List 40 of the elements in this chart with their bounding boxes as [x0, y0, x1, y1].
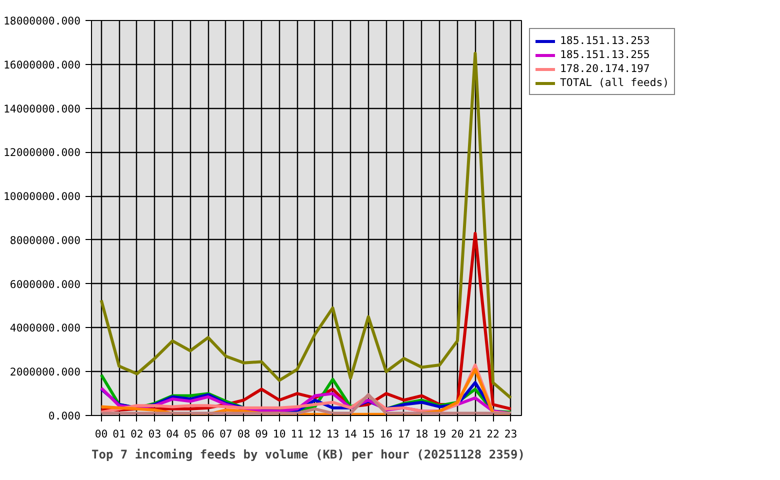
y-tick-label: 6000000.000 [10, 278, 81, 291]
x-tick-label: 00 [94, 428, 108, 440]
x-tick-label: 01 [112, 428, 126, 440]
x-tick-label: 19 [433, 428, 446, 440]
x-tick-label: 23 [504, 428, 518, 440]
y-tick-label: 2000000.000 [10, 366, 81, 379]
x-tick-label: 18 [415, 428, 428, 440]
y-tick-label: 8000000.000 [10, 234, 81, 247]
x-tick-label: 10 [272, 428, 286, 440]
x-tick-label: 22 [486, 428, 500, 440]
x-tick-label: 13 [326, 428, 340, 440]
x-tick-label: 15 [362, 428, 375, 440]
x-tick-label: 07 [220, 428, 232, 440]
line-series [100, 52, 512, 400]
x-tick-label: 17 [398, 428, 410, 440]
x-tick-label: 09 [255, 428, 268, 440]
x-tick-label: 03 [148, 428, 162, 440]
legend-label: 185.151.13.255 [560, 48, 650, 61]
x-tick-label: 08 [237, 428, 250, 440]
y-tick-label: 16000000.000 [4, 58, 81, 72]
y-tick-label: 4000000.000 [10, 322, 81, 335]
x-tick-label: 11 [290, 428, 304, 440]
x-tick-label: 21 [468, 428, 482, 440]
x-tick-label: 05 [184, 428, 197, 440]
x-tick-label: 12 [308, 428, 322, 440]
y-tick-label: 14000000.000 [4, 102, 81, 116]
x-tick-label: 16 [380, 428, 393, 440]
legend-label: TOTAL (all feeds) [560, 76, 670, 89]
x-tick-label: 06 [202, 428, 215, 440]
x-tick-label: 20 [450, 428, 464, 440]
y-tick-label: 12000000.000 [4, 146, 81, 160]
y-tick-label: 0.000 [48, 410, 80, 422]
legend-label: 185.151.13.253 [560, 34, 650, 47]
y-tick-label: 18000000.000 [4, 14, 81, 28]
x-tick-label: 02 [130, 428, 144, 440]
x-tick-label: 04 [166, 428, 179, 440]
text: Top 7 incoming feeds by volume (KB) per hour (20251128 2359) [92, 448, 525, 462]
x-tick-label: 14 [344, 428, 357, 440]
y-tick-label: 10000000.000 [4, 190, 81, 204]
legend-label: 178.20.174.197 [560, 62, 650, 75]
